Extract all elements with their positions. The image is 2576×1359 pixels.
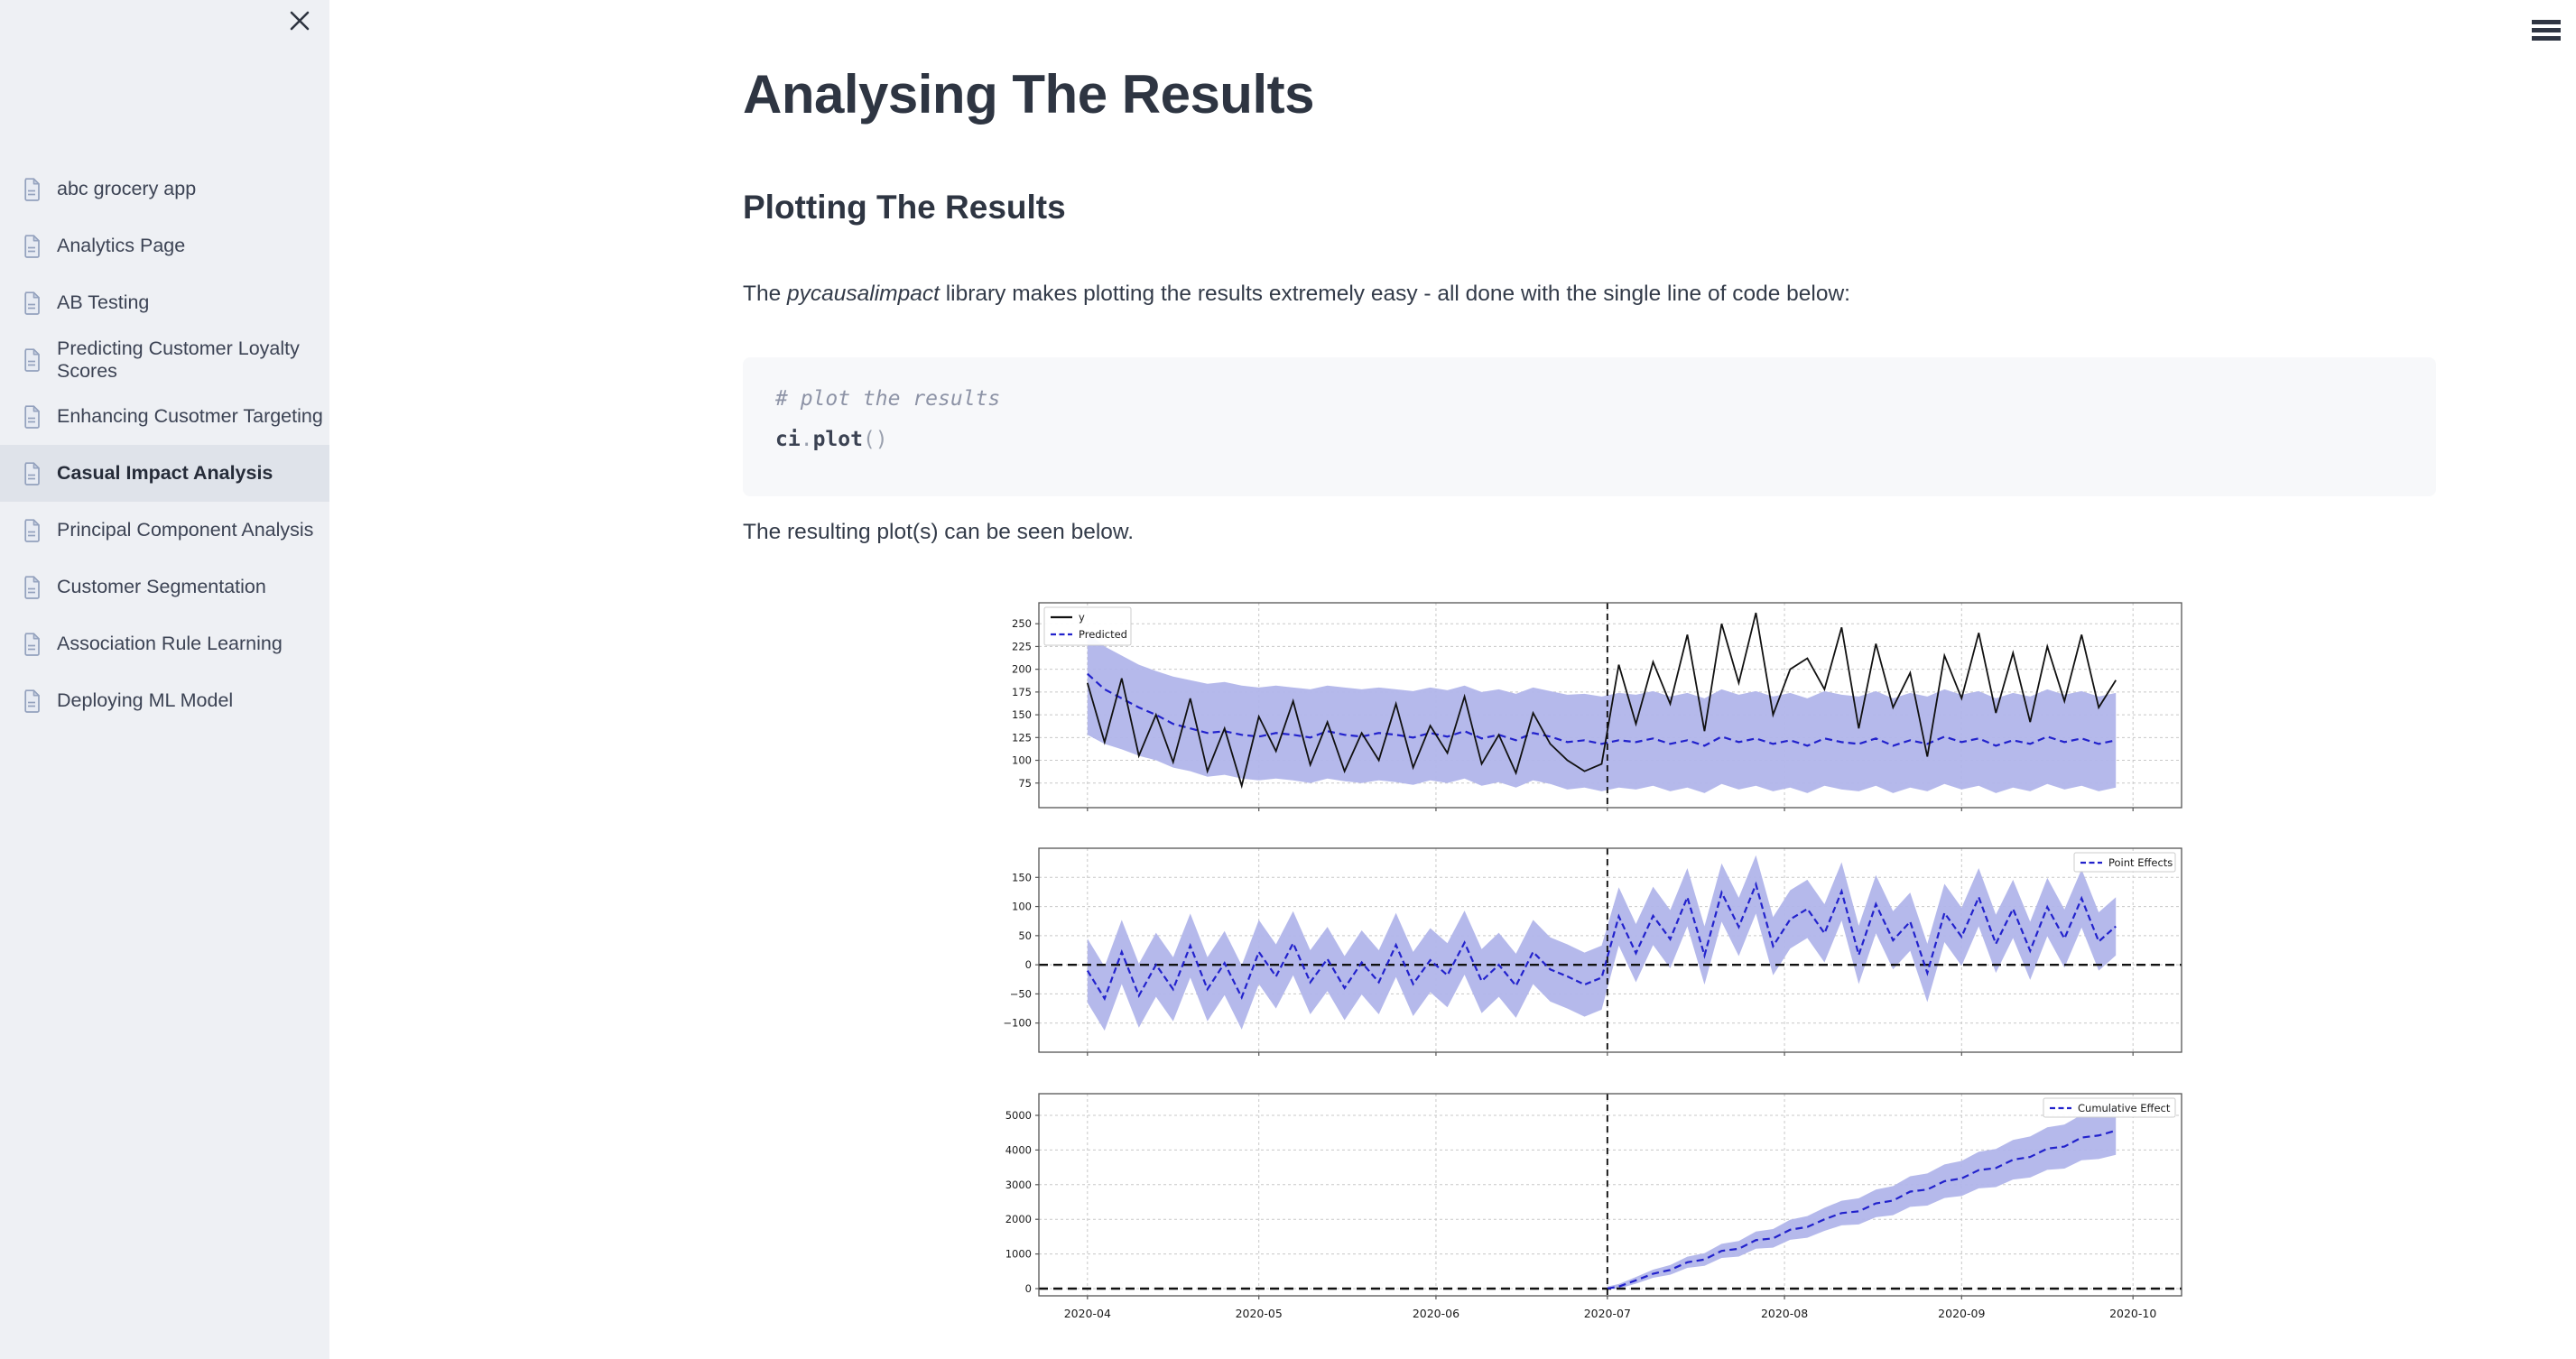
sidebar-item-label: Principal Component Analysis (57, 519, 314, 541)
svg-text:2020-10: 2020-10 (2109, 1307, 2156, 1320)
sidebar-item-label: AB Testing (57, 291, 150, 313)
sidebar-item-label: Enhancing Cusotmer Targeting (57, 405, 323, 427)
svg-text:−100: −100 (1003, 1017, 1032, 1030)
code-parens: () (862, 428, 888, 451)
code-comment: # plot the results (775, 387, 1001, 411)
svg-text:2020-08: 2020-08 (1761, 1307, 1808, 1320)
svg-text:−50: −50 (1010, 987, 1032, 1000)
code-line: ci.plot() (775, 420, 2404, 460)
svg-text:1000: 1000 (1005, 1248, 1032, 1261)
close-sidebar-button[interactable] (283, 4, 317, 38)
svg-text:y: y (1079, 611, 1085, 624)
library-name: pycausalimpact (787, 282, 940, 306)
svg-text:Point Effects: Point Effects (2108, 856, 2173, 869)
hamburger-icon (2532, 19, 2564, 41)
svg-text:125: 125 (1012, 731, 1032, 744)
svg-text:75: 75 (1018, 777, 1032, 790)
intro-text-pre: The (743, 282, 788, 306)
file-icon (24, 518, 40, 542)
sidebar-item-deploying-ml-model[interactable]: Deploying ML Model (0, 672, 329, 729)
sidebar-item-label: Casual Impact Analysis (57, 462, 273, 484)
svg-text:5000: 5000 (1005, 1109, 1032, 1122)
menu-button[interactable] (2532, 19, 2564, 44)
section-heading: Plotting The Results (743, 189, 1066, 226)
sidebar-item-label: Predicting Customer Loyalty Scores (57, 337, 300, 382)
file-icon (24, 347, 40, 372)
file-icon (24, 632, 40, 656)
svg-text:150: 150 (1012, 708, 1032, 721)
sidebar-item-predicting-customer-loyalty-scores[interactable]: Predicting Customer Loyalty Scores (0, 331, 329, 388)
sidebar-item-abc-grocery-app[interactable]: abc grocery app (0, 161, 329, 217)
svg-text:2020-05: 2020-05 (1236, 1307, 1283, 1320)
svg-text:0: 0 (1025, 1282, 1032, 1295)
sidebar-item-customer-segmentation[interactable]: Customer Segmentation (0, 559, 329, 615)
sidebar-item-label: Association Rule Learning (57, 633, 283, 654)
file-icon (24, 689, 40, 713)
sidebar-item-label: Deploying ML Model (57, 689, 234, 711)
file-icon (24, 291, 40, 315)
svg-text:175: 175 (1012, 686, 1032, 698)
page-title: Analysing The Results (743, 64, 1314, 125)
svg-text:225: 225 (1012, 640, 1032, 652)
svg-text:150: 150 (1012, 871, 1032, 883)
code-block: # plot the results ci.plot() (743, 357, 2436, 496)
svg-text:3000: 3000 (1005, 1179, 1032, 1191)
svg-text:Cumulative Effect: Cumulative Effect (2078, 1102, 2171, 1114)
sidebar-item-casual-impact-analysis[interactable]: Casual Impact Analysis (0, 445, 329, 502)
sidebar-item-label: Analytics Page (57, 235, 186, 256)
sidebar-item-ab-testing[interactable]: AB Testing (0, 274, 329, 331)
code-dot: . (800, 428, 813, 451)
sidebar-item-principal-component-analysis[interactable]: Principal Component Analysis (0, 502, 329, 559)
figure-caption-text: The resulting plot(s) can be seen below. (743, 520, 1135, 544)
sidebar-item-label: Customer Segmentation (57, 576, 266, 597)
svg-text:50: 50 (1018, 929, 1032, 942)
file-icon (24, 461, 40, 485)
svg-text:0: 0 (1025, 958, 1032, 971)
svg-text:100: 100 (1012, 754, 1032, 767)
svg-text:Predicted: Predicted (1079, 628, 1127, 641)
sidebar-item-label: abc grocery app (57, 178, 197, 199)
sidebar: abc grocery app Analytics Page AB Testing P… (0, 0, 329, 1359)
sidebar-nav: abc grocery app Analytics Page AB Testing P… (0, 161, 329, 729)
file-icon (24, 575, 40, 599)
svg-text:250: 250 (1012, 617, 1032, 630)
sidebar-item-enhancing-cusotmer-targeting[interactable]: Enhancing Cusotmer Targeting (0, 388, 329, 445)
code-object: ci (775, 428, 801, 451)
intro-paragraph: The pycausalimpact library makes plottin… (743, 278, 1850, 311)
sidebar-item-analytics-page[interactable]: Analytics Page (0, 217, 329, 274)
causal-impact-figure: 75 100 125 150 175 200 225 250 y Predicted −100 −50… (1000, 594, 2214, 1329)
close-icon (290, 11, 310, 31)
file-icon (24, 177, 40, 201)
svg-text:2000: 2000 (1005, 1213, 1032, 1225)
sidebar-item-association-rule-learning[interactable]: Association Rule Learning (0, 615, 329, 672)
svg-text:100: 100 (1012, 901, 1032, 913)
svg-text:2020-06: 2020-06 (1413, 1307, 1459, 1320)
svg-text:2020-04: 2020-04 (1064, 1307, 1111, 1320)
intro-text-post: library makes plotting the results extre… (939, 282, 1850, 306)
svg-text:2020-09: 2020-09 (1938, 1307, 1985, 1320)
svg-text:4000: 4000 (1005, 1143, 1032, 1156)
svg-text:200: 200 (1012, 663, 1032, 676)
file-icon (24, 234, 40, 258)
file-icon (24, 404, 40, 429)
code-function: plot (812, 428, 863, 451)
svg-text:2020-07: 2020-07 (1584, 1307, 1631, 1320)
